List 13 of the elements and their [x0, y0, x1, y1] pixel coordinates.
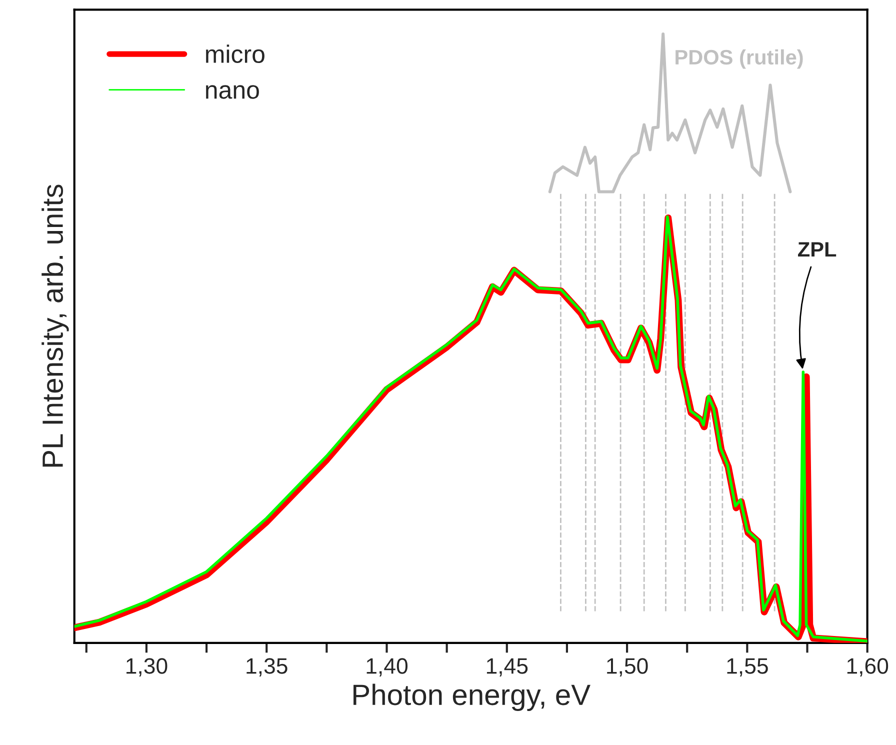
- x-tick-label: 1,35: [246, 658, 288, 676]
- legend-label: nano: [206, 85, 259, 99]
- x-tick-label: 1,45: [486, 658, 528, 676]
- x-tick-label: 1,30: [126, 658, 168, 676]
- annotation: ZPL: [798, 242, 836, 257]
- x-tick-label: 1,50: [607, 658, 648, 676]
- x-axis-title: Photon energy, eV: [354, 684, 590, 711]
- series-label: PDOS (rutile): [676, 49, 803, 69]
- x-tick-label: 1,55: [727, 658, 768, 676]
- y-axis-title: PL Intensity, arb. units: [42, 184, 69, 467]
- x-tick-label: 1,60: [847, 658, 888, 676]
- legend-label: micro: [206, 44, 264, 64]
- x-tick-label: 1,40: [366, 658, 408, 676]
